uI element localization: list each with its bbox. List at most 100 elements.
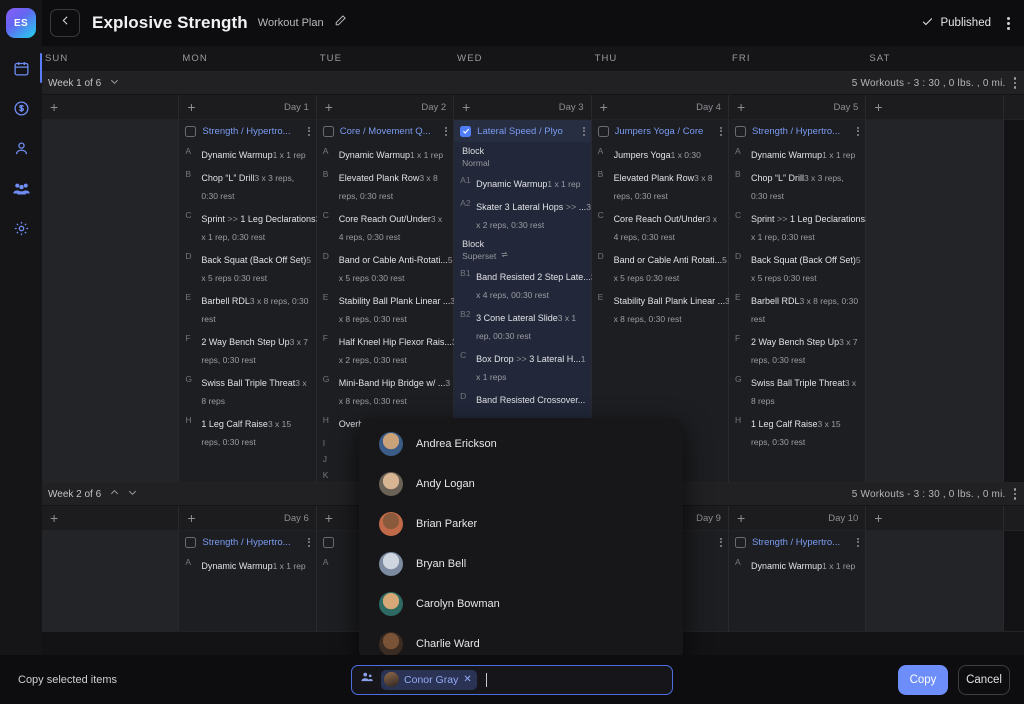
- add-workout-button[interactable]: +: [874, 510, 883, 526]
- exercise-row[interactable]: F Half Kneel Hip Flexor Rais...3 x 2 reps…: [317, 329, 457, 370]
- exercise-row[interactable]: B Elevated Plank Row3 x 8 reps, 0:30 rest: [592, 165, 728, 206]
- exercise-row[interactable]: E Stability Ball Plank Linear ...3 x 8 re…: [317, 288, 455, 329]
- workout-card-header[interactable]: Strength / Hypertro...: [729, 531, 865, 553]
- exercise-row[interactable]: D Back Squat (Back Off Set)5 x 5 reps 0:3…: [729, 247, 865, 288]
- workout-card-header[interactable]: Strength / Hypertro...: [179, 120, 315, 142]
- exercise-row[interactable]: A: [317, 553, 453, 569]
- day-column[interactable]: Strength / Hypertro... A Dynamic Warmup1 x…: [179, 531, 317, 631]
- workout-select-checkbox[interactable]: [734, 125, 746, 137]
- add-workout-button[interactable]: +: [462, 99, 471, 115]
- workout-card-header[interactable]: Core / Movement Q...: [317, 120, 453, 142]
- client-suggestions-dropdown[interactable]: Andrea Erickson Andy Logan Brian Parker Bry…: [359, 418, 683, 661]
- workout-menu-button[interactable]: [857, 126, 860, 136]
- workout-menu-button[interactable]: [307, 537, 310, 547]
- workout-card-header[interactable]: Strength / Hypertro...: [179, 531, 315, 553]
- exercise-row[interactable]: E Barbell RDL3 x 8 reps, 0:30 rest: [179, 288, 315, 329]
- exercise-row[interactable]: A Dynamic Warmup1 x 1 rep: [317, 142, 453, 165]
- workout-menu-button[interactable]: [582, 126, 585, 136]
- exercise-row[interactable]: B Chop “L” Drill3 x 3 reps, 0:30 rest: [179, 165, 315, 206]
- client-chip[interactable]: Conor Gray ✕: [381, 669, 477, 690]
- sidebar-item-group[interactable]: [0, 172, 42, 204]
- day-column-empty[interactable]: [42, 531, 180, 631]
- exercise-row[interactable]: D Band or Cable Anti-Rotati...5 x 5 reps …: [317, 247, 453, 288]
- add-workout-button[interactable]: +: [187, 99, 196, 115]
- exercise-row[interactable]: B Chop “L” Drill3 x 3 reps, 0:30 rest: [729, 165, 865, 206]
- exercise-row[interactable]: H 1 Leg Calf Raise3 x 15 reps, 0:30 rest: [179, 411, 315, 452]
- week-menu-button[interactable]: [1013, 488, 1016, 500]
- add-workout-button[interactable]: +: [50, 510, 59, 526]
- workout-select-checkbox[interactable]: [185, 536, 197, 548]
- week-menu-button[interactable]: [1013, 77, 1016, 89]
- workout-select-checkbox[interactable]: [597, 125, 609, 137]
- workout-menu-button[interactable]: [857, 537, 860, 547]
- copy-button[interactable]: Copy: [898, 664, 948, 695]
- exercise-row[interactable]: C Box Drop >> 3 Lateral H...1 x 1 reps: [454, 346, 590, 387]
- add-workout-button[interactable]: +: [736, 510, 746, 526]
- client-suggestion-item[interactable]: Brian Parker: [359, 504, 683, 544]
- exercise-row[interactable]: A Dynamic Warmup1 x 1 rep: [179, 553, 315, 576]
- chevron-down-icon[interactable]: [127, 485, 138, 503]
- client-suggestion-item[interactable]: Andy Logan: [359, 464, 683, 504]
- day-column-empty[interactable]: [866, 120, 1004, 482]
- add-workout-button[interactable]: +: [874, 99, 883, 115]
- workout-select-checkbox[interactable]: [734, 536, 746, 548]
- exercise-row[interactable]: K: [317, 466, 453, 482]
- app-logo[interactable]: ES: [6, 8, 36, 38]
- exercise-row[interactable]: B1 Band Resisted 2 Step Late...3 x 4 reps…: [454, 264, 595, 305]
- workout-menu-button[interactable]: [445, 126, 448, 136]
- exercise-row[interactable]: D Band or Cable Anti Rotati...5 x 5 reps …: [592, 247, 728, 288]
- client-suggestion-item[interactable]: Charlie Ward: [359, 624, 683, 661]
- exercise-row[interactable]: F 2 Way Bench Step Up3 x 7 reps, 0:30 res…: [729, 329, 865, 370]
- workout-select-checkbox[interactable]: [322, 125, 334, 137]
- workout-card-header[interactable]: Jumpers Yoga / Core: [592, 120, 728, 142]
- workout-select-checkbox[interactable]: [460, 125, 472, 137]
- calendar-board[interactable]: Week 1 of 6 5 Workouts - 3 : 30 , 0 lbs. …: [42, 72, 1024, 704]
- day-column[interactable]: Strength / Hypertro... A Dynamic Warmup1 x…: [728, 120, 870, 482]
- day-column-empty[interactable]: [42, 120, 180, 482]
- publish-status-button[interactable]: Published: [921, 15, 991, 31]
- exercise-row[interactable]: D Back Squat (Back Off Set)5 x 5 reps 0:3…: [179, 247, 315, 288]
- sidebar-item-settings[interactable]: [0, 212, 42, 244]
- day-column[interactable]: Strength / Hypertro... A Dynamic Warmup1 x…: [728, 531, 867, 631]
- exercise-row[interactable]: F 2 Way Bench Step Up3 x 7 reps, 0:30 res…: [179, 329, 315, 370]
- exercise-row[interactable]: C Sprint >> 1 Leg Declarations3 x 1 rep, …: [179, 206, 320, 247]
- add-workout-button[interactable]: +: [187, 510, 196, 526]
- exercise-row[interactable]: H 1 Leg Calf Raise3 x 15 reps, 0:30 rest: [729, 411, 865, 452]
- workout-card-header[interactable]: Lateral Speed / Plyo: [454, 120, 591, 142]
- exercise-row[interactable]: C Core Reach Out/Under3 x 4 reps, 0:30 re…: [317, 206, 453, 247]
- exercise-row[interactable]: E Barbell RDL3 x 8 reps, 0:30 rest: [729, 288, 865, 329]
- day-column-empty[interactable]: [866, 531, 1004, 631]
- workout-menu-button[interactable]: [307, 126, 310, 136]
- cancel-button[interactable]: Cancel: [958, 664, 1010, 695]
- exercise-row[interactable]: A Dynamic Warmup1 x 1 rep: [179, 142, 315, 165]
- exercise-row[interactable]: A Dynamic Warmup1 x 1 rep: [729, 553, 865, 576]
- workout-menu-button[interactable]: [719, 537, 722, 547]
- day-column[interactable]: Strength / Hypertro... A Dynamic Warmup1 x…: [179, 120, 320, 482]
- chevron-down-icon[interactable]: [109, 74, 120, 92]
- exercise-row[interactable]: E Stability Ball Plank Linear ...3 x 8 re…: [592, 288, 730, 329]
- exercise-row[interactable]: I: [317, 434, 453, 450]
- add-workout-button[interactable]: +: [324, 99, 333, 115]
- exercise-row[interactable]: G Swiss Ball Triple Threat3 x 8 reps: [179, 370, 315, 411]
- back-button[interactable]: [50, 9, 80, 37]
- exercise-row[interactable]: C Core Reach Out/Under3 x 4 reps, 0:30 re…: [592, 206, 728, 247]
- exercise-row[interactable]: A Dynamic Warmup1 x 1 rep: [729, 142, 865, 165]
- exercise-row[interactable]: C Sprint >> 1 Leg Declarations3 x 1 rep, …: [729, 206, 870, 247]
- workout-select-checkbox[interactable]: [185, 125, 197, 137]
- exercise-row[interactable]: D Band Resisted Crossover...: [454, 387, 590, 410]
- add-workout-button[interactable]: +: [736, 99, 746, 115]
- exercise-row[interactable]: G Mini-Band Hip Bridge w/ ...3 x 8 reps, …: [317, 370, 453, 411]
- sidebar-item-billing[interactable]: [0, 92, 42, 124]
- close-icon[interactable]: ✕: [463, 674, 472, 685]
- sidebar-item-calendar[interactable]: [0, 52, 42, 84]
- sidebar-item-person[interactable]: [0, 132, 42, 164]
- exercise-row[interactable]: J: [317, 450, 453, 466]
- exercise-row[interactable]: A Jumpers Yoga1 x 0:30: [592, 142, 728, 165]
- exercise-row[interactable]: B Elevated Plank Row3 x 8 reps, 0:30 rest: [317, 165, 453, 206]
- client-suggestion-item[interactable]: Bryan Bell: [359, 544, 683, 584]
- exercise-row[interactable]: B2 3 Cone Lateral Slide3 x 1 rep, 00:30 r…: [454, 305, 590, 346]
- add-workout-button[interactable]: +: [599, 99, 608, 115]
- exercise-row[interactable]: G Swiss Ball Triple Threat3 x 8 reps: [729, 370, 865, 411]
- client-suggestion-item[interactable]: Andrea Erickson: [359, 424, 683, 464]
- workout-card-header[interactable]: Strength / Hypertro...: [729, 120, 865, 142]
